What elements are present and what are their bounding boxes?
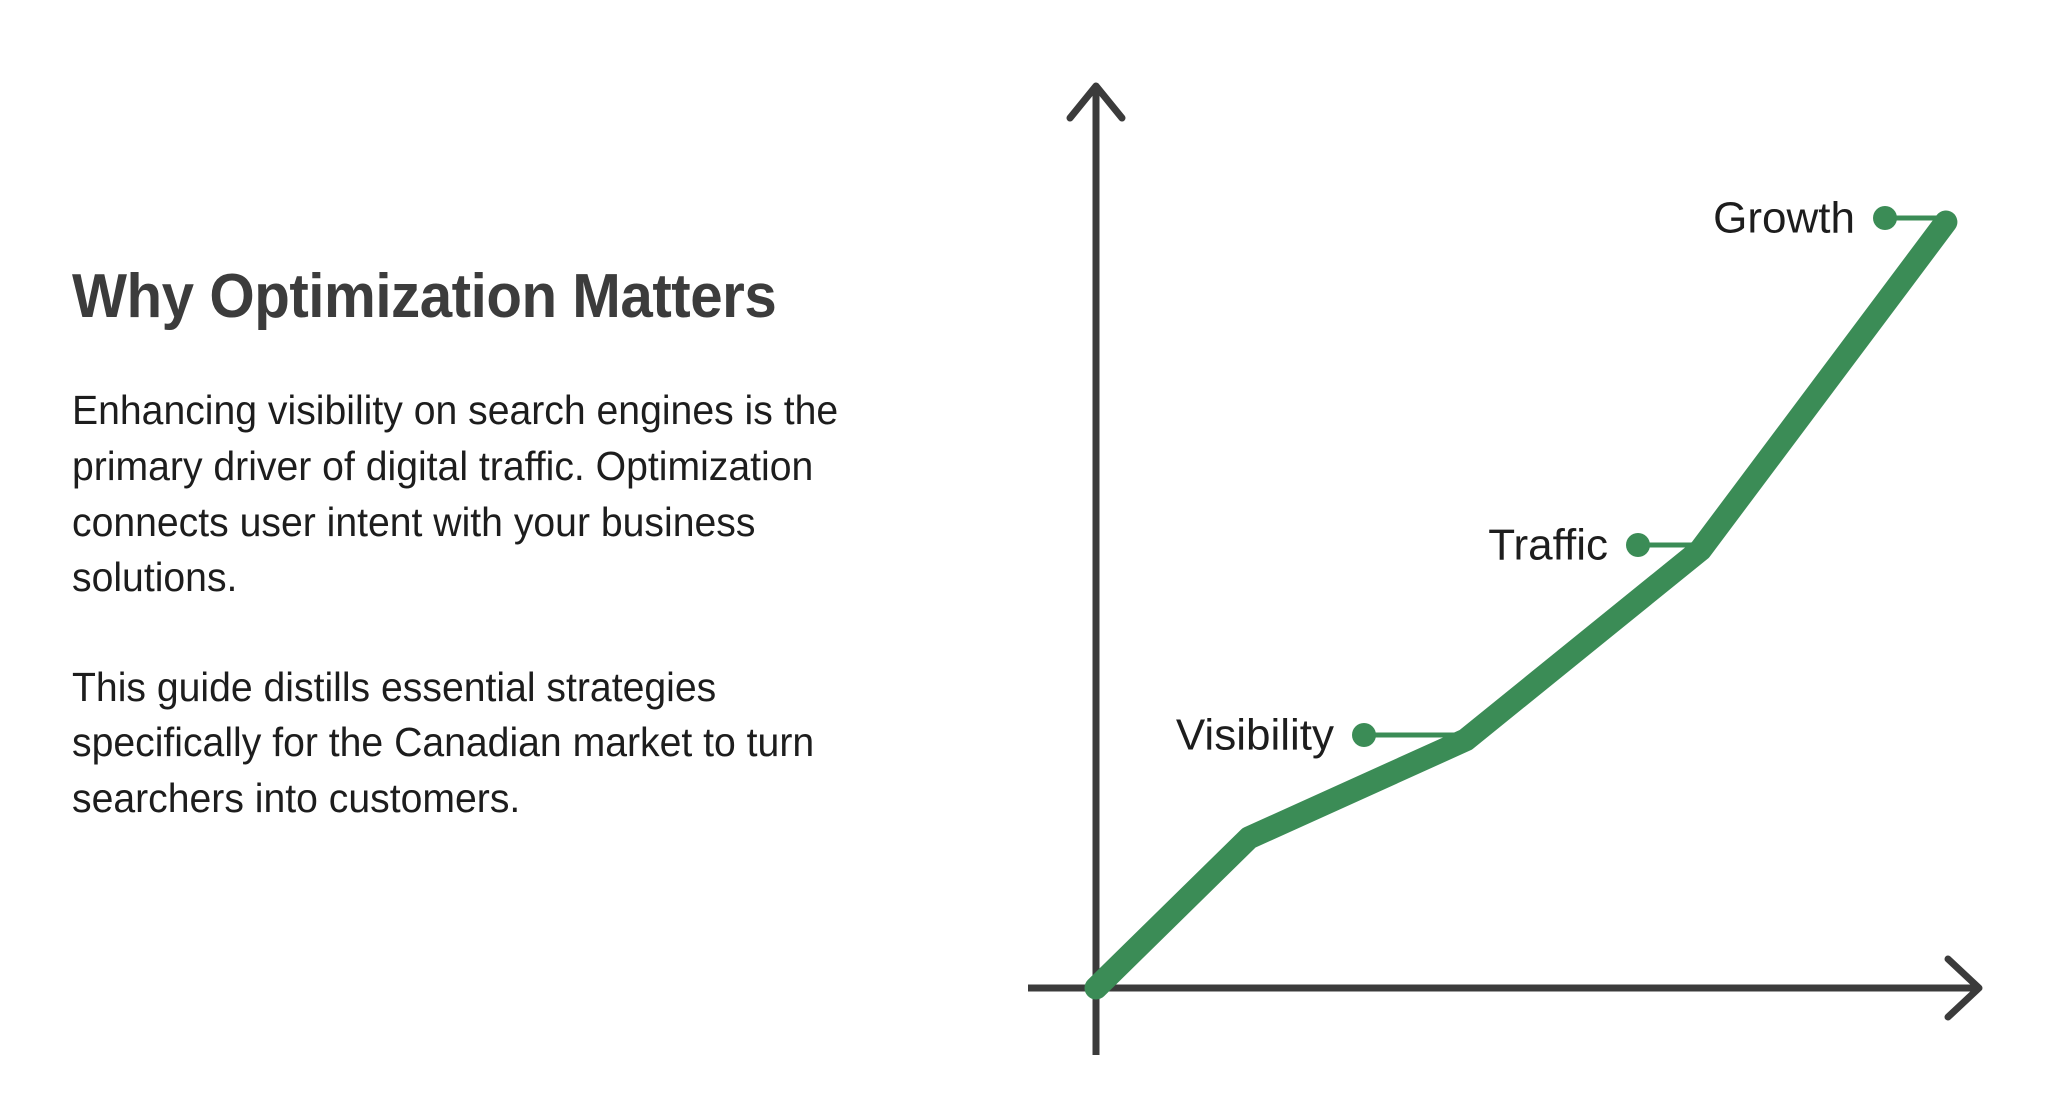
traffic-point-dot: [1626, 533, 1650, 557]
annotation-visibility[interactable]: Visibility: [1176, 711, 1468, 760]
growth-line-chart: Visibility Traffic Growth: [1000, 0, 2068, 1108]
paragraph-spacer: [72, 606, 952, 660]
series-line-optimization: [1084, 210, 1958, 1000]
text-panel: Why Optimization Matters Enhancing visib…: [72, 262, 952, 826]
annotation-growth[interactable]: Growth: [1713, 194, 1950, 243]
visibility-point-dot: [1352, 723, 1376, 747]
traffic-label: Traffic: [1488, 521, 1608, 570]
growth-label: Growth: [1713, 194, 1855, 243]
x-axis-arrow-icon: [1944, 955, 1983, 1021]
chart-svg: Visibility Traffic Growth: [1028, 82, 1983, 1055]
body-paragraph-1: Enhancing visibility on search engines i…: [72, 387, 839, 601]
annotation-traffic[interactable]: Traffic: [1488, 521, 1706, 570]
page-title: Why Optimization Matters: [72, 262, 777, 331]
growth-point-dot: [1873, 206, 1897, 230]
y-axis-arrow-icon: [1066, 82, 1126, 122]
body-paragraph-2: This guide distills essential strategies…: [72, 663, 815, 821]
visibility-label: Visibility: [1176, 711, 1334, 760]
